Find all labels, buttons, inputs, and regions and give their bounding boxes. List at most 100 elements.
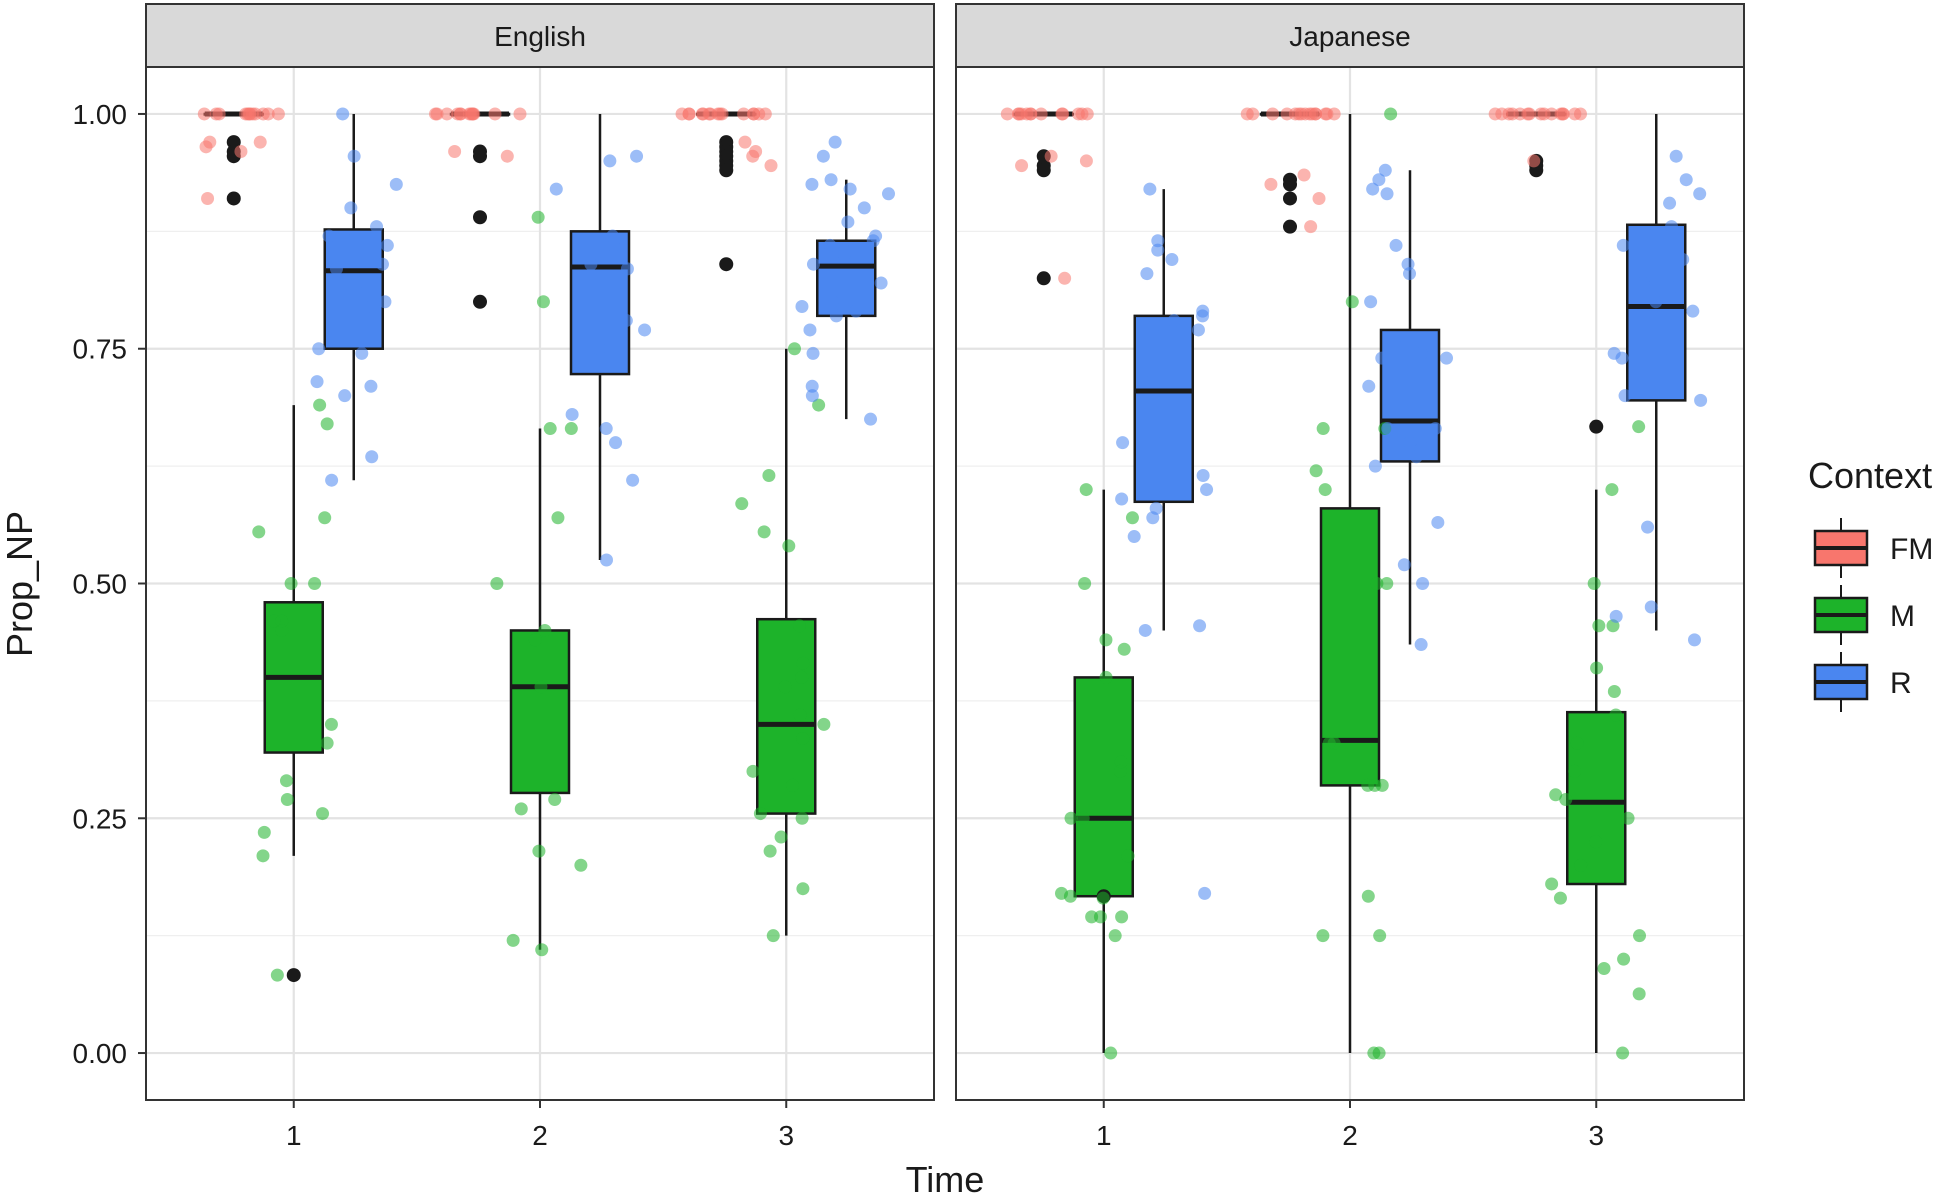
data-point <box>1327 736 1341 750</box>
data-point <box>312 342 326 356</box>
data-point <box>201 191 215 205</box>
data-point <box>824 173 838 187</box>
jitter-points-M-time-3 <box>735 342 831 943</box>
data-point <box>812 398 826 412</box>
data-point <box>817 717 831 731</box>
data-point <box>1367 1046 1381 1060</box>
data-point <box>1148 459 1162 473</box>
data-point <box>336 107 350 121</box>
data-point <box>440 107 454 121</box>
data-point <box>1305 107 1319 121</box>
data-point <box>536 295 550 309</box>
data-point <box>267 614 281 628</box>
data-point <box>564 422 578 436</box>
x-axis: 1 2 3 1 2 3 <box>286 1100 1604 1151</box>
data-point <box>864 412 878 426</box>
data-point <box>766 929 780 943</box>
jitter-points-FM-time-2 <box>1240 107 1341 234</box>
data-point <box>1304 220 1318 234</box>
panel-strip-label-english: English <box>494 21 586 52</box>
data-point <box>318 511 332 525</box>
data-point <box>252 525 266 539</box>
data-point <box>796 656 810 670</box>
data-point <box>1079 154 1093 168</box>
legend-label: FM <box>1890 533 1933 566</box>
data-point <box>1316 422 1330 436</box>
outlier-point <box>719 257 734 272</box>
data-point <box>1370 577 1384 590</box>
data-point <box>370 220 384 234</box>
data-point <box>234 145 248 159</box>
data-point <box>538 623 552 637</box>
data-point <box>1309 464 1323 478</box>
legend-title: Context <box>1808 455 1932 496</box>
data-point <box>735 497 749 511</box>
data-point <box>1079 483 1093 497</box>
data-point <box>256 849 270 863</box>
data-point <box>320 417 334 431</box>
data-point <box>1378 163 1392 177</box>
x-tick-label: 2 <box>1342 1120 1358 1151</box>
data-point <box>1618 389 1632 403</box>
data-point <box>703 107 717 121</box>
data-point <box>857 201 871 215</box>
data-point <box>866 234 880 248</box>
x-tick-label: 3 <box>1588 1120 1604 1151</box>
data-point <box>1380 187 1394 201</box>
data-point <box>1676 253 1690 267</box>
data-point <box>1587 577 1601 590</box>
data-point <box>778 680 792 694</box>
data-point <box>1361 889 1375 903</box>
data-point <box>620 262 634 276</box>
data-point <box>606 229 620 243</box>
data-point <box>1607 684 1621 698</box>
data-point <box>762 469 776 483</box>
data-point <box>248 107 262 121</box>
data-point <box>1431 515 1445 529</box>
y-tick-label: 0.75 <box>73 334 128 365</box>
data-point <box>280 792 294 806</box>
data-point <box>428 107 442 121</box>
data-point <box>1140 267 1154 281</box>
data-point <box>1545 877 1559 891</box>
data-point <box>592 342 606 356</box>
data-point <box>806 257 820 271</box>
data-point <box>610 276 624 290</box>
data-point <box>1644 600 1658 614</box>
data-point <box>1617 952 1631 966</box>
legend-item-M: M <box>1813 585 1915 645</box>
data-point <box>764 159 778 173</box>
data-point <box>1366 182 1380 196</box>
x-tick-label: 3 <box>778 1120 794 1151</box>
data-point <box>1316 929 1330 943</box>
data-point <box>1665 220 1679 234</box>
data-point <box>638 323 652 337</box>
data-point <box>466 107 480 121</box>
data-point <box>1193 619 1207 633</box>
outlier-point <box>1283 191 1297 206</box>
data-point <box>805 389 819 403</box>
data-point <box>600 553 614 567</box>
data-point <box>1616 1046 1630 1060</box>
jitter-points-FM-time-1 <box>1000 107 1094 285</box>
data-point <box>514 802 528 816</box>
data-point <box>823 238 837 252</box>
outlier-point <box>226 191 241 206</box>
y-tick-label: 0.00 <box>73 1038 128 1069</box>
data-point <box>1318 483 1332 497</box>
boxplot-M-time-1 <box>1073 489 1134 1054</box>
data-point <box>1312 191 1326 205</box>
data-point <box>329 262 343 276</box>
data-point <box>1646 309 1660 323</box>
data-point <box>1362 379 1376 393</box>
data-point <box>1568 764 1582 778</box>
data-point <box>1148 436 1162 450</box>
panel-japanese: Japanese <box>955 3 1745 1101</box>
data-point <box>609 436 623 450</box>
data-point <box>757 525 771 539</box>
data-point <box>1099 670 1113 684</box>
data-point <box>203 135 217 149</box>
data-point <box>308 577 322 590</box>
data-point <box>1553 891 1567 905</box>
data-point <box>535 943 549 957</box>
